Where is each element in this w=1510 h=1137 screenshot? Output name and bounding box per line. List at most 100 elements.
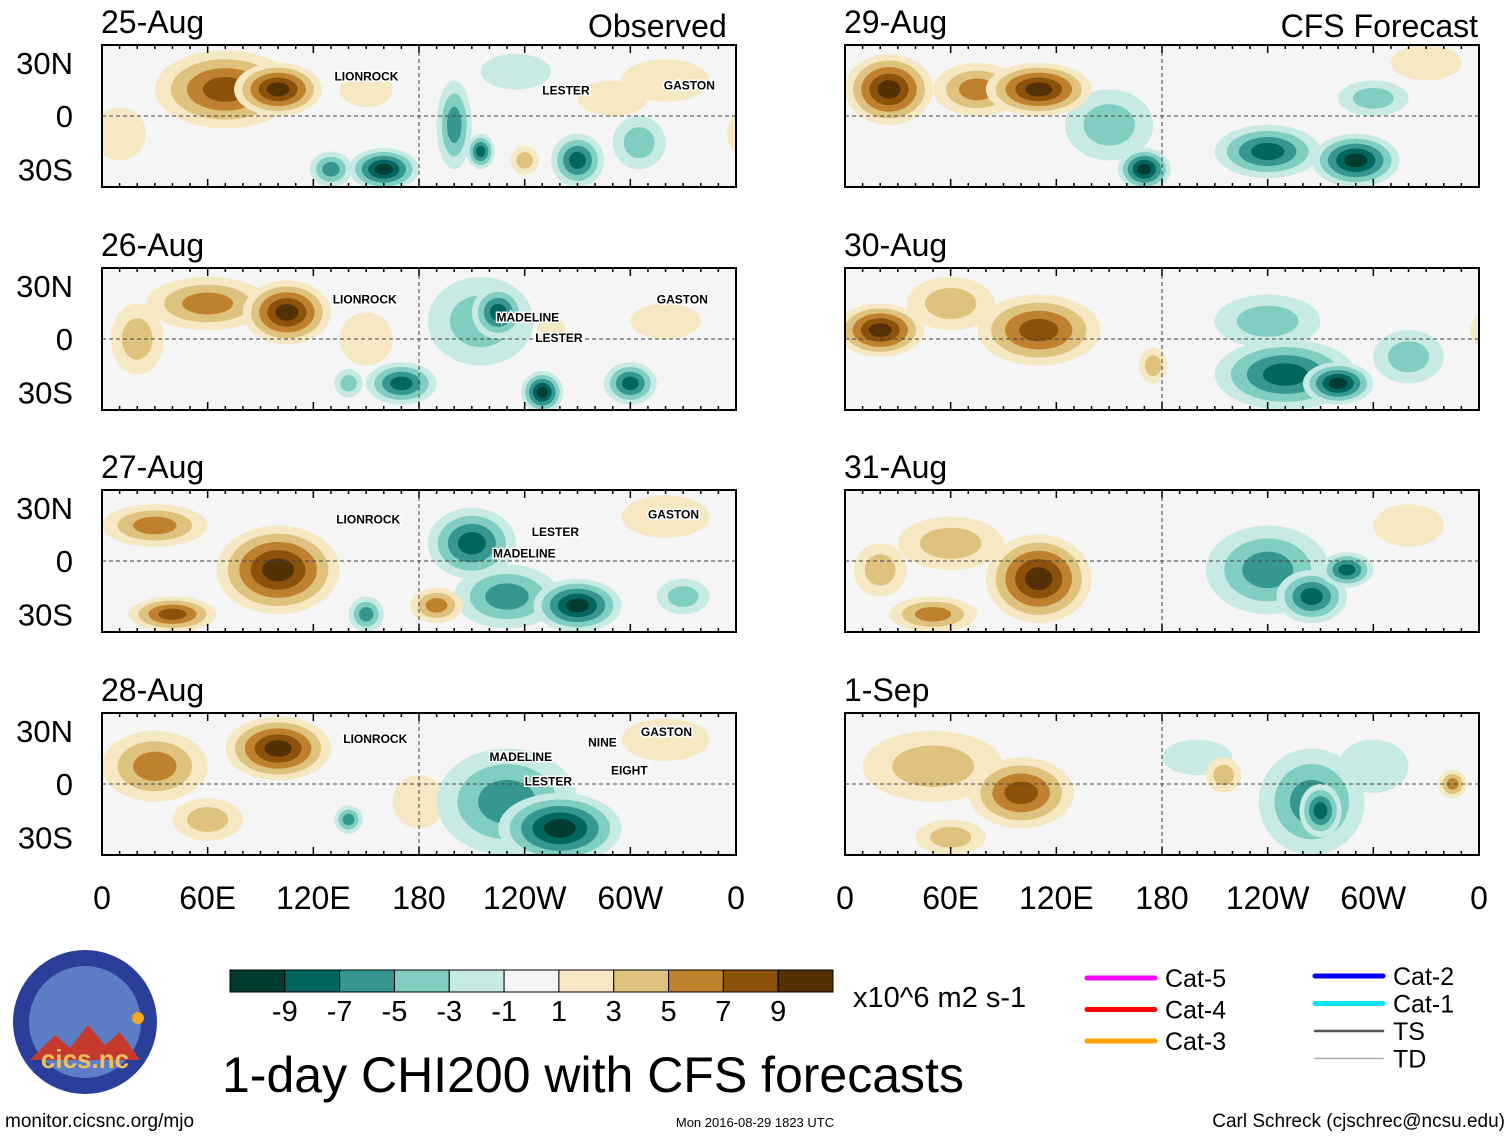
anomaly-contour [745, 304, 798, 375]
storm-label: EIGHT [611, 764, 648, 778]
storm-legend-label: Cat-4 [1165, 997, 1226, 1025]
anomaly-contour [1313, 802, 1328, 820]
anomaly-contour [924, 287, 977, 320]
anomaly-contour [516, 152, 533, 169]
colorbar-swatch [558, 969, 615, 993]
anomaly-contour [1144, 355, 1162, 376]
anomaly-contour [1373, 504, 1444, 547]
anomaly-contour [1499, 554, 1510, 585]
lat-label: 30N [16, 46, 73, 81]
panel-date: 31-Aug [844, 449, 947, 485]
storm-label: LIONROCK [336, 513, 400, 527]
forecast-header: CFS Forecast [1281, 8, 1478, 44]
anomaly-contour [891, 745, 975, 787]
colorbar-swatch [613, 969, 670, 993]
anomaly-contour [767, 752, 811, 781]
anomaly-contour [543, 819, 576, 838]
axis-labels: 0 60E 120E 180 120W 60W 0 0 60E 120E 180 120W 60W 0 [93, 880, 1488, 916]
anomaly-contour [102, 107, 147, 161]
lat-label: 0 [56, 767, 73, 802]
anomaly-contour [667, 586, 699, 607]
colorbar-tick: -9 [272, 996, 298, 1028]
anomaly-contour [485, 583, 529, 610]
colorbar-tick: 5 [660, 996, 676, 1028]
storm-legend-label: Cat-1 [1393, 991, 1454, 1019]
anomaly-contour [425, 598, 448, 613]
anomaly-contour [1446, 778, 1459, 790]
storm-label: LESTER [532, 525, 580, 539]
units-label: x10^6 m2 s-1 [853, 982, 1026, 1014]
lat-label: 0 [56, 322, 73, 357]
anomaly-contour [1213, 764, 1234, 786]
anomaly-contour [1478, 326, 1479, 335]
storm-label: LESTER [525, 774, 573, 788]
logo-text: cics.nc [41, 1044, 129, 1074]
storm-label: LIONROCK [333, 293, 397, 307]
anomaly-contour [339, 71, 393, 108]
map-panel: 25-Aug LIONROCK LESTER GASTON 30N 0 30S [16, 4, 737, 188]
anomaly-contour [864, 554, 896, 586]
anomaly-contour [727, 113, 736, 154]
storm-label: MADELINE [496, 310, 559, 324]
anomaly-contour [813, 778, 825, 790]
anomaly-contour [877, 80, 901, 99]
lon-label: 120E [276, 880, 351, 916]
panel-date: 25-Aug [101, 4, 204, 40]
anomaly-contour [1503, 74, 1510, 106]
anomaly-contour [1497, 731, 1510, 802]
cics-logo: cics.nc [13, 950, 157, 1094]
panel-border [844, 44, 1480, 188]
anomaly-contour [1083, 104, 1135, 146]
anomaly-contour [1338, 564, 1356, 576]
panel-border [101, 44, 737, 188]
anomaly-contour [446, 106, 462, 144]
anomaly-contour [739, 330, 809, 383]
anomaly-contour [782, 605, 830, 624]
colorbar-tick: 1 [551, 996, 567, 1028]
lon-label: 0 [93, 880, 111, 916]
storm-legend-label: TD [1393, 1046, 1426, 1074]
map-panel: 28-Aug LIONROCK MADELINE LESTER NINE EIGHT GAS… [16, 672, 842, 856]
panel-border [101, 489, 737, 633]
anomaly-contour [623, 127, 655, 159]
lon-label: 180 [1135, 880, 1188, 916]
anomaly-contour [1488, 543, 1510, 596]
anomaly-contour [752, 741, 827, 791]
anomaly-contour [630, 303, 701, 339]
anomaly-contour [1300, 588, 1323, 605]
anomaly-contour [187, 807, 229, 832]
panel-date: 27-Aug [101, 449, 204, 485]
storm-label: GASTON [664, 78, 715, 92]
storm-label: LESTER [535, 331, 583, 345]
anomaly-contour [736, 504, 842, 547]
anomaly-contour [133, 751, 177, 781]
anomaly-contour [1388, 341, 1430, 373]
panel-border [101, 267, 737, 411]
anomaly-contour [1503, 323, 1510, 337]
panel-border [844, 267, 1480, 411]
lon-label: 60W [1340, 880, 1407, 916]
anomaly-contour [158, 608, 187, 620]
lat-label: 30S [18, 820, 73, 855]
anomaly-contour [1236, 305, 1299, 337]
lon-label: 0 [836, 880, 854, 916]
map-panel: 26-Aug LIONROCK MADELINE LESTER GASTON 30N 0 30… [16, 227, 798, 411]
anomaly-contour [1262, 363, 1308, 386]
anomaly-contour [322, 161, 340, 177]
anomaly-contour [762, 597, 850, 633]
anomaly-contour [342, 813, 355, 826]
anomaly-contour [736, 731, 842, 802]
anomaly-contour [1390, 45, 1462, 81]
anomaly-contour [480, 53, 552, 90]
anomaly-contour [804, 770, 832, 798]
anomaly-contour [569, 151, 586, 169]
anomaly-contour [489, 303, 507, 321]
map-panel: 1-Sep [804, 672, 1510, 856]
anomaly-contour [1025, 82, 1053, 97]
anomaly-contour [621, 718, 710, 761]
anomaly-contour [577, 80, 648, 116]
anomaly-contour [476, 145, 486, 158]
lon-label: 0 [1470, 880, 1488, 916]
anomaly-contour [536, 315, 566, 345]
